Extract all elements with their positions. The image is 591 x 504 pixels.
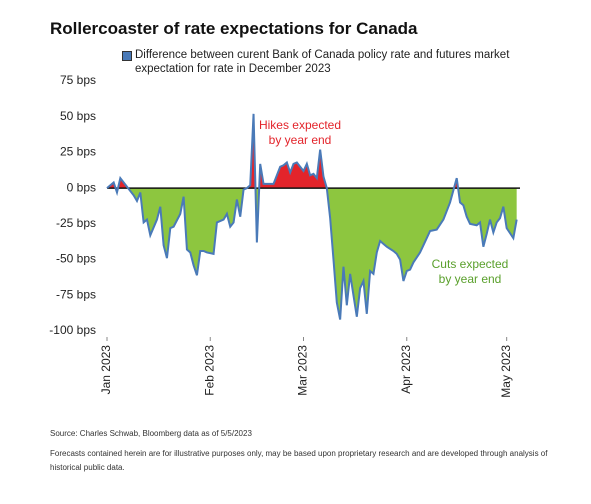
x-tick-label: Mar 2023 bbox=[296, 345, 310, 396]
x-tick-label: Apr 2023 bbox=[399, 345, 413, 394]
legend-label: Difference between curent Bank of Canada… bbox=[135, 49, 510, 75]
annotation: Cuts expected bbox=[432, 257, 509, 271]
line bbox=[106, 113, 518, 320]
y-tick-label: -50 bps bbox=[56, 252, 96, 266]
y-tick-label: 0 bps bbox=[67, 180, 96, 194]
annotation: Hikes expected bbox=[259, 118, 341, 132]
y-tick-label: -75 bps bbox=[56, 287, 96, 301]
source-note: Source: Charles Schwab, Bloomberg data a… bbox=[50, 429, 252, 438]
y-tick-label: 25 bps bbox=[60, 145, 96, 159]
x-tick-label: Jan 2023 bbox=[99, 345, 113, 395]
area-positive bbox=[107, 113, 459, 189]
plot-area: 75 bps 50 bps 25 bps 0 bps -25 bps -50 bps -75… bbox=[49, 73, 520, 398]
x-tick-label: Feb 2023 bbox=[202, 345, 216, 396]
legend-swatch bbox=[122, 51, 132, 61]
chart-title: Rollercoaster of rate expectations for C… bbox=[50, 19, 418, 38]
disclaimer: Forecasts contained herein are for illus… bbox=[50, 449, 548, 472]
legend: Difference between curent Bank of Canada… bbox=[122, 48, 542, 76]
y-tick-label: 50 bps bbox=[60, 109, 96, 123]
x-tick-label: May 2023 bbox=[499, 345, 513, 398]
area-negative bbox=[107, 188, 517, 320]
y-tick-label: 75 bps bbox=[60, 73, 96, 87]
y-tick-label: -100 bps bbox=[49, 323, 96, 337]
y-tick-label: -25 bps bbox=[56, 216, 96, 230]
annotation: by year end bbox=[269, 133, 332, 147]
annotation: by year end bbox=[439, 272, 502, 286]
